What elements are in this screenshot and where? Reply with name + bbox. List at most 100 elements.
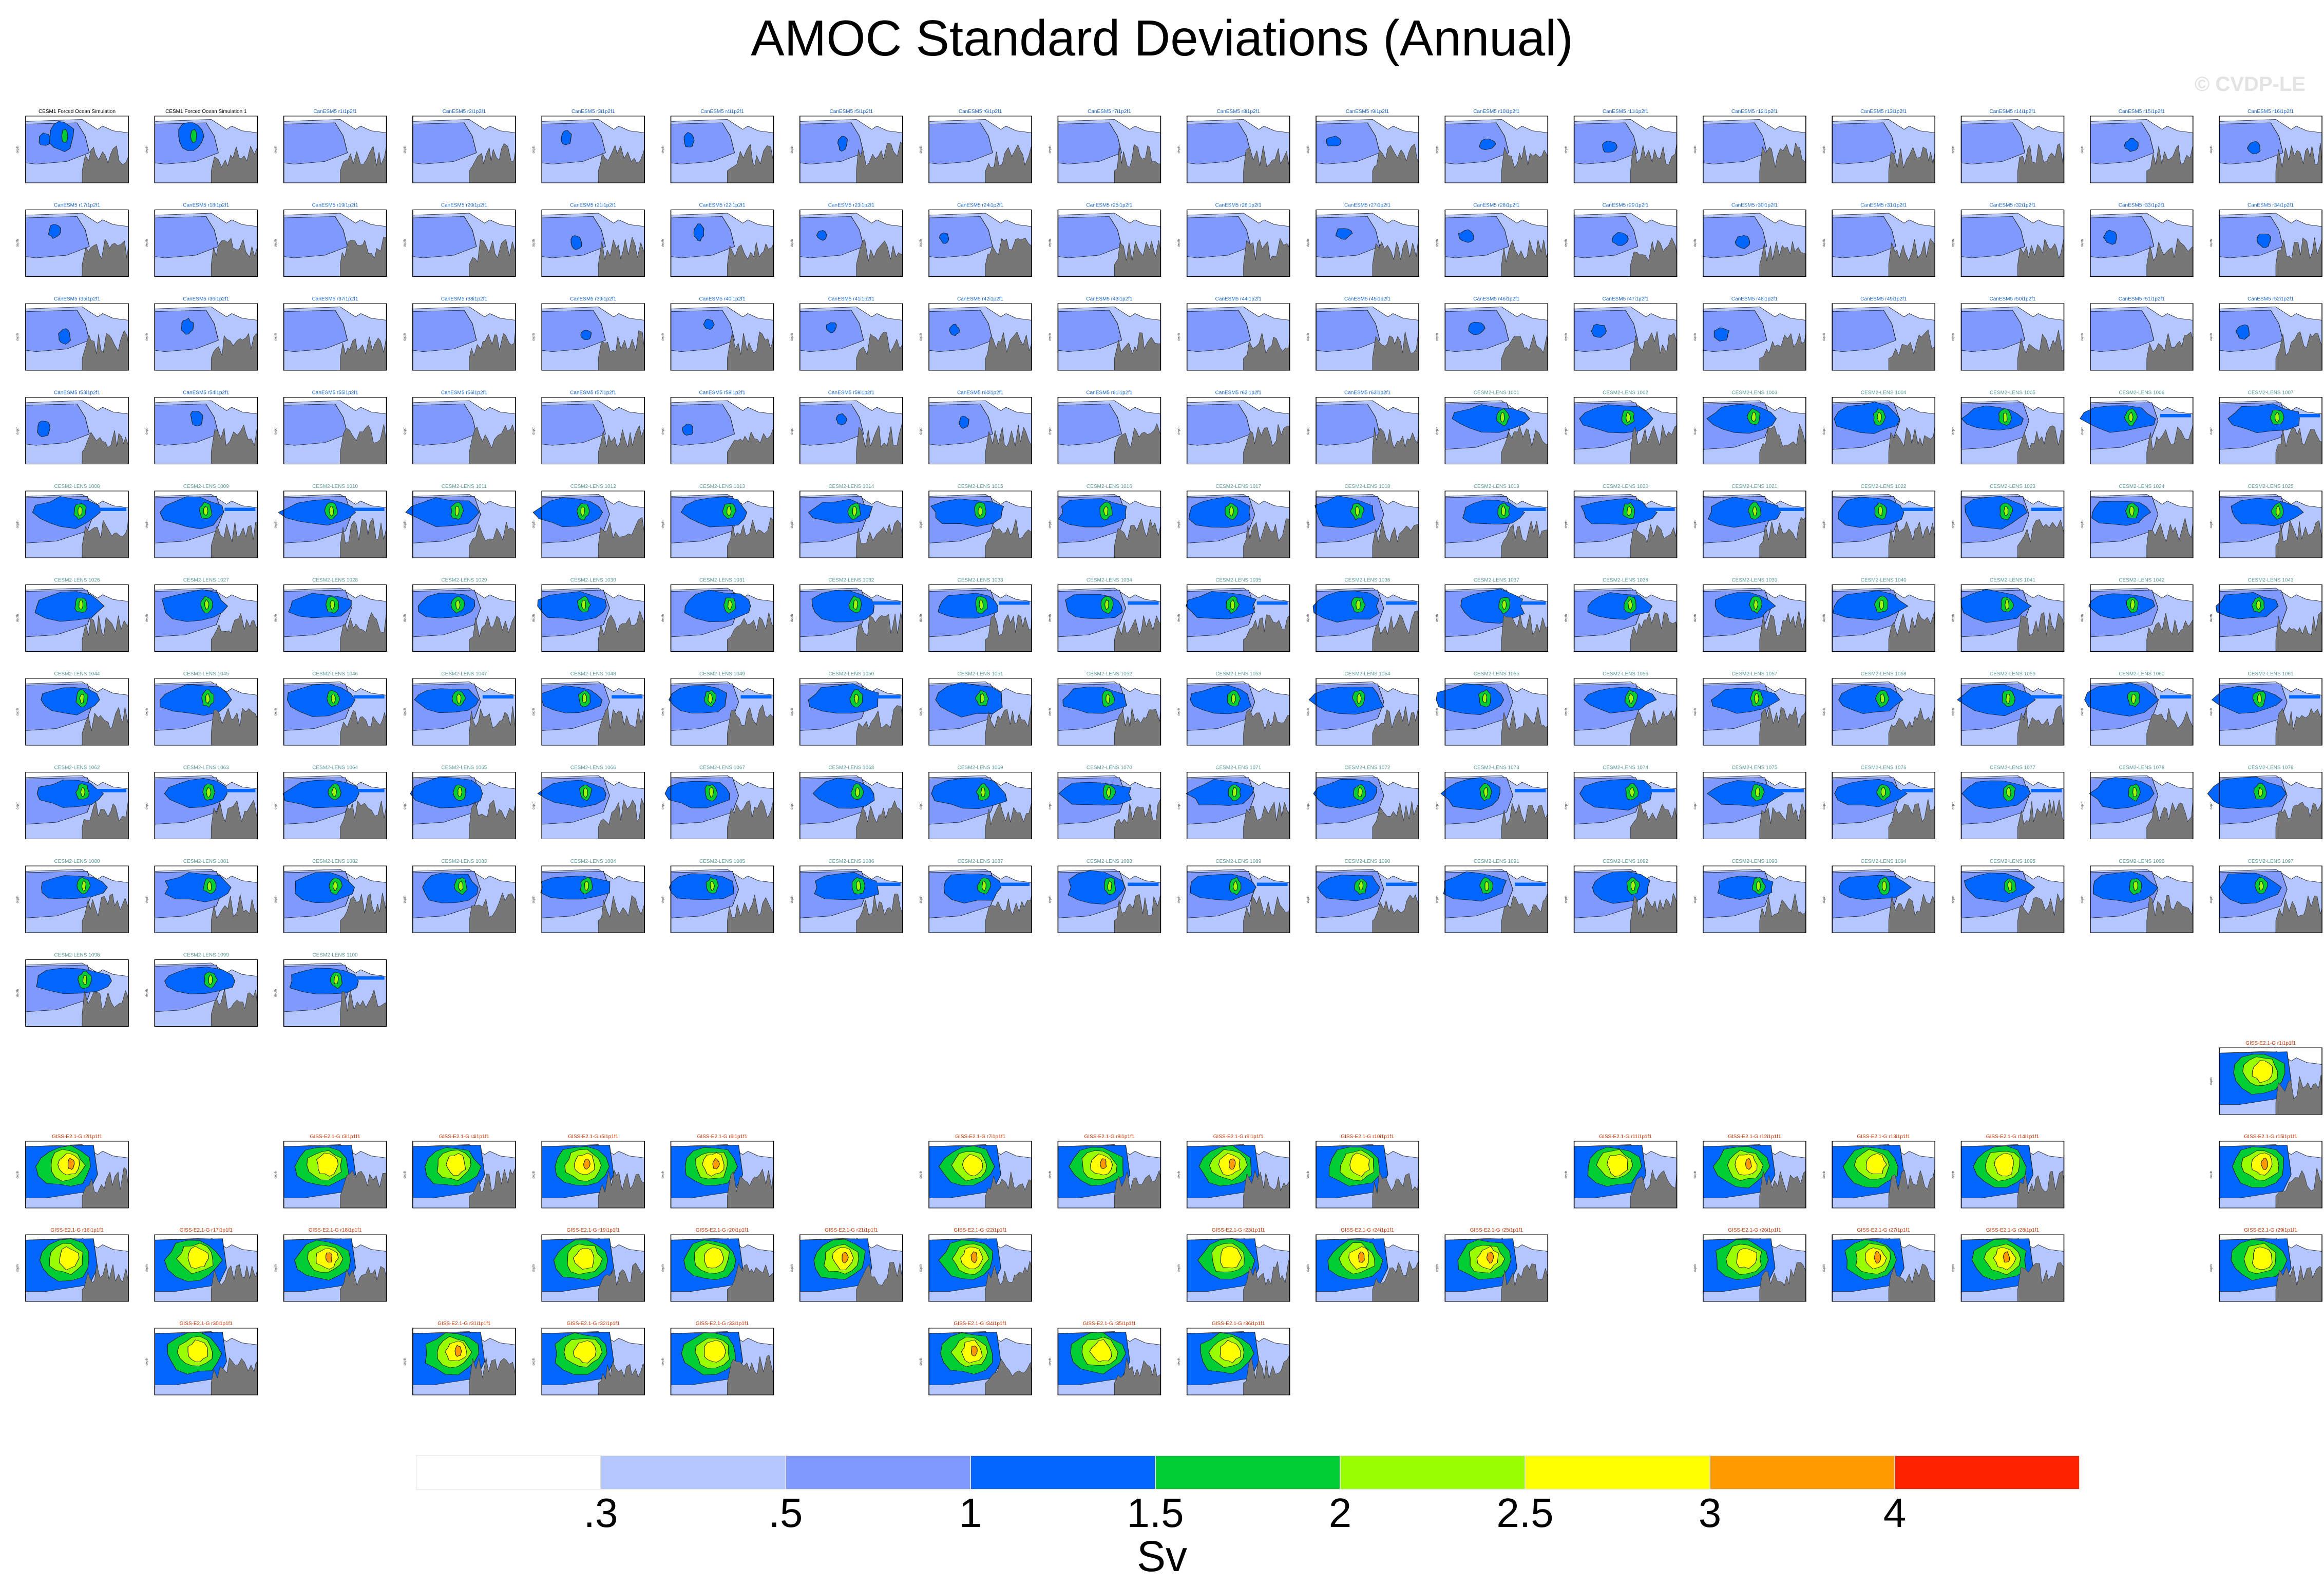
amoc-panel: CanESM5 r14i1p2f1 depth bbox=[1952, 109, 2065, 183]
panel-ylabel: depth bbox=[275, 1170, 278, 1178]
panel-title: CanESM5 r11i1p2f1 bbox=[1603, 109, 1649, 115]
amoc-panel: CESM2-LENS 1070 depth bbox=[1049, 765, 1161, 840]
panel-title: CanESM5 r46i1p2f1 bbox=[1473, 296, 1519, 302]
amoc-panel: CanESM5 r54i1p2f1 depth bbox=[145, 390, 258, 465]
panel-ylabel: depth bbox=[2081, 614, 2084, 622]
panel-ylabel: depth bbox=[1694, 802, 1697, 809]
panel-title: CESM2-LENS 1097 bbox=[2248, 859, 2294, 864]
amoc-panel: GISS-E2.1-G r7i1p1f1 depth bbox=[920, 1134, 1032, 1209]
amoc-panel: GISS-E2.1-G r6i1p1f1 depth bbox=[662, 1134, 774, 1209]
amoc-panel: CESM2-LENS 1021 depth bbox=[1694, 484, 1806, 558]
panel-ylabel: depth bbox=[275, 239, 278, 247]
panel-ylabel: depth bbox=[1307, 802, 1310, 809]
amoc-panel: CanESM5 r20i1p2f1 depth bbox=[404, 203, 516, 277]
amoc-panel: CanESM5 r19i1p2f1 depth bbox=[275, 203, 387, 277]
panel-title: CanESM5 r41i1p2f1 bbox=[828, 296, 874, 302]
panel-title: GISS-E2.1-G r36i1p1f1 bbox=[1212, 1321, 1265, 1327]
panel-title: CESM2-LENS 1016 bbox=[1087, 484, 1132, 489]
panel-title: CESM2-LENS 1052 bbox=[1087, 671, 1132, 677]
panel-ylabel: depth bbox=[1952, 520, 1955, 528]
amoc-panel: CESM2-LENS 1013 depth bbox=[662, 484, 774, 558]
amoc-panel: CanESM5 r41i1p2f1 depth bbox=[791, 296, 903, 371]
amoc-panel: CESM2-LENS 1072 depth bbox=[1307, 765, 1419, 840]
amoc-panel: CanESM5 r35i1p2f1 depth bbox=[16, 296, 129, 371]
panel-ylabel: depth bbox=[920, 239, 923, 247]
amoc-panel: CESM2-LENS 1001 depth bbox=[1436, 390, 1549, 465]
panel-title: GISS-E2.1-G r11i1p1f1 bbox=[1599, 1134, 1652, 1140]
panel-ylabel: depth bbox=[920, 427, 923, 435]
panel-ylabel: depth bbox=[532, 520, 536, 528]
panel-ylabel: depth bbox=[16, 1264, 20, 1272]
panel-ylabel: depth bbox=[1049, 895, 1052, 903]
amoc-panel: CanESM5 r4i1p2f1 depth bbox=[662, 109, 774, 183]
panel-ylabel: depth bbox=[275, 895, 278, 903]
panel-ylabel: depth bbox=[532, 895, 536, 903]
panel-title: CanESM5 r60i1p2f1 bbox=[957, 390, 1003, 396]
amoc-panel: CESM2-LENS 1027 depth bbox=[145, 578, 258, 652]
amoc-panel: CanESM5 r7i1p2f1 depth bbox=[1049, 109, 1161, 183]
amoc-panel: GISS-E2.1-G r4i1p1f1 depth bbox=[404, 1134, 516, 1209]
panel-title: GISS-E2.1-G r3i1p1f1 bbox=[310, 1134, 360, 1140]
panel-ylabel: depth bbox=[1049, 145, 1052, 153]
panel-ylabel: depth bbox=[404, 802, 407, 809]
panel-ylabel: depth bbox=[791, 895, 794, 903]
panel-ylabel: depth bbox=[404, 427, 407, 435]
panel-title: CESM2-LENS 1043 bbox=[2248, 578, 2294, 583]
colorbar-tick-label: 4 bbox=[1883, 1490, 1907, 1536]
panel-title: CESM2-LENS 1064 bbox=[312, 765, 358, 771]
panel-ylabel: depth bbox=[1307, 1170, 1310, 1178]
panel-title: CESM2-LENS 1086 bbox=[828, 859, 874, 864]
panel-ylabel: depth bbox=[145, 333, 148, 341]
amoc-panel: CESM2-LENS 1064 depth bbox=[275, 765, 387, 840]
panel-title: CanESM5 r54i1p2f1 bbox=[183, 390, 229, 396]
panel-ylabel: depth bbox=[1436, 520, 1439, 528]
amoc-panel: CanESM5 r11i1p2f1 depth bbox=[1565, 109, 1678, 183]
panel-title: CESM2-LENS 1028 bbox=[312, 578, 358, 583]
panel-title: CanESM5 r39i1p2f1 bbox=[570, 296, 616, 302]
panel-title: CESM2-LENS 1004 bbox=[1861, 390, 1907, 396]
amoc-panel: CanESM5 r59i1p2f1 depth bbox=[791, 390, 903, 465]
panel-ylabel: depth bbox=[1823, 1170, 1826, 1178]
amoc-panel: CESM2-LENS 1061 depth bbox=[2210, 671, 2322, 746]
panel-title: CanESM5 r32i1p2f1 bbox=[1989, 203, 2035, 209]
panel-title: CESM2-LENS 1092 bbox=[1603, 859, 1648, 864]
panel-title: CESM2-LENS 1077 bbox=[1990, 765, 2035, 771]
amoc-panel: GISS-E2.1-G r17i1p1f1 depth bbox=[145, 1228, 258, 1302]
panel-title: CESM2-LENS 1030 bbox=[570, 578, 616, 583]
amoc-panel: CanESM5 r21i1p2f1 depth bbox=[532, 203, 645, 277]
panel-ylabel: depth bbox=[1307, 333, 1310, 341]
amoc-panel: CanESM5 r9i1p2f1 depth bbox=[1307, 109, 1419, 183]
amoc-panel: CESM2-LENS 1082 depth bbox=[275, 859, 387, 933]
panel-title: CanESM5 r25i1p2f1 bbox=[1086, 203, 1132, 209]
panel-ylabel: depth bbox=[1436, 614, 1439, 622]
panel-title: CESM2-LENS 1037 bbox=[1474, 578, 1519, 583]
panel-title: CanESM5 r5i1p2f1 bbox=[830, 109, 873, 115]
panel-ylabel: depth bbox=[662, 239, 665, 247]
amoc-panel: CESM2-LENS 1051 depth bbox=[920, 671, 1032, 746]
panel-ylabel: depth bbox=[2081, 333, 2084, 341]
amoc-panel: CanESM5 r3i1p2f1 depth bbox=[532, 109, 645, 183]
panel-ylabel: depth bbox=[532, 708, 536, 715]
amoc-panel: CESM2-LENS 1044 depth bbox=[16, 671, 129, 746]
panel-title: GISS-E2.1-G r35i1p1f1 bbox=[1083, 1321, 1136, 1327]
panel-ylabel: depth bbox=[16, 333, 20, 341]
panel-title: GISS-E2.1-G r14i1p1f1 bbox=[1986, 1134, 2040, 1140]
panel-ylabel: depth bbox=[145, 1357, 148, 1365]
panel-title: CESM2-LENS 1085 bbox=[699, 859, 745, 864]
amoc-panel: CanESM5 r22i1p2f1 depth bbox=[662, 203, 774, 277]
amoc-panel: CESM2-LENS 1071 depth bbox=[1178, 765, 1290, 840]
panel-ylabel: depth bbox=[404, 520, 407, 528]
amoc-panel: CESM2-LENS 1009 depth bbox=[145, 484, 258, 558]
amoc-panel: CanESM5 r47i1p2f1 depth bbox=[1565, 296, 1678, 371]
amoc-panel: CanESM5 r43i1p2f1 depth bbox=[1049, 296, 1161, 371]
panel-title: GISS-E2.1-G r2i1p1f1 bbox=[52, 1134, 102, 1140]
panel-ylabel: depth bbox=[662, 1264, 665, 1272]
amoc-panel: CESM2-LENS 1042 depth bbox=[2081, 578, 2194, 652]
panel-ylabel: depth bbox=[275, 427, 278, 435]
panel-title: CanESM5 r59i1p2f1 bbox=[828, 390, 874, 396]
panel-ylabel: depth bbox=[1049, 239, 1052, 247]
panel-title: CESM1 Forced Ocean Simulation 1 bbox=[165, 109, 247, 115]
panel-ylabel: depth bbox=[16, 1170, 20, 1178]
panel-ylabel: depth bbox=[920, 333, 923, 341]
panel-title: CanESM5 r4i1p2f1 bbox=[700, 109, 744, 115]
